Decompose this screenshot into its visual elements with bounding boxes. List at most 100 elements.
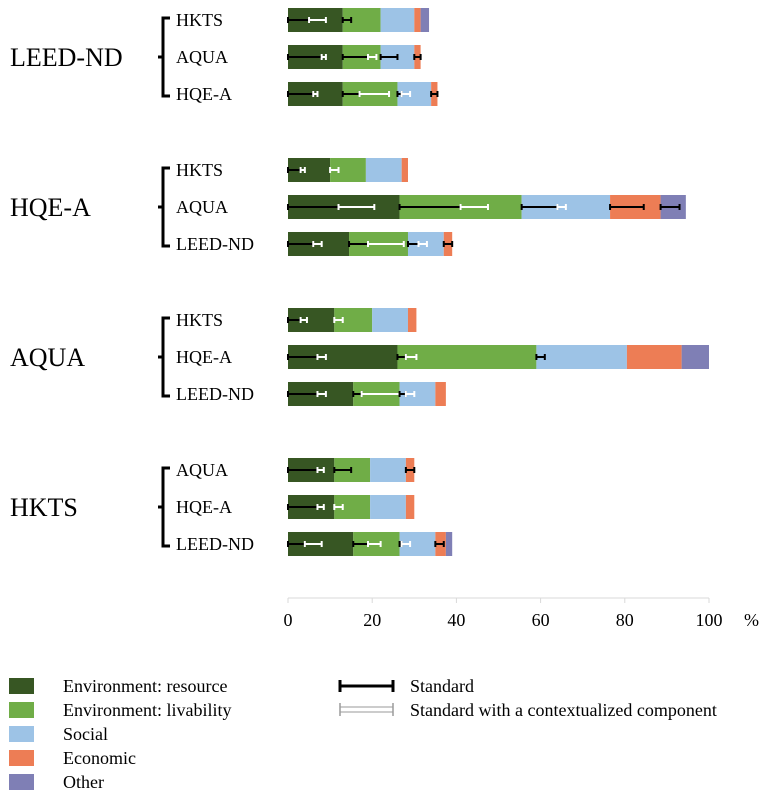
- group-hkts: HKTS AQUA HQE-A LEED-ND: [10, 458, 453, 556]
- segment-social: [536, 345, 627, 369]
- group-hqe-a: HQE-A HKTS AQUA LEED-ND: [10, 158, 686, 256]
- x-tick-label: 100: [696, 610, 723, 630]
- group-bracket: [161, 16, 170, 98]
- standard-error-bar: [609, 204, 645, 210]
- standard-error-bar: [442, 241, 454, 247]
- contextualized-error-bar: [308, 17, 327, 23]
- standard-error-bar: [434, 541, 445, 547]
- legend-swatch: [9, 702, 34, 718]
- segment-economic: [401, 158, 408, 182]
- legend: Environment: resource Environment: livabi…: [9, 676, 717, 792]
- bar-label: AQUA: [176, 460, 228, 480]
- legend-item-economic: Economic: [9, 748, 136, 768]
- segment-social: [370, 458, 406, 482]
- bar-label: LEED-ND: [176, 234, 254, 254]
- standard-error-bar: [413, 54, 422, 60]
- bar-aqua-hqe-a: HQE-A: [176, 345, 709, 369]
- standard-error-bar: [404, 467, 416, 473]
- contextualized-error-bar: [320, 54, 327, 60]
- contextualized-error-bar: [316, 467, 325, 473]
- group-aqua: AQUA HKTS HQE-A LEED-ND: [10, 308, 709, 406]
- bar-label: HKTS: [176, 310, 223, 330]
- legend-swatch: [9, 678, 34, 694]
- contextualized-error-bar: [358, 91, 391, 97]
- group-label-hqe-a: HQE-A: [10, 193, 91, 222]
- contextualized-error-bar: [366, 54, 378, 60]
- contextualized-error-bar: [316, 504, 325, 510]
- bar-hqe-a-aqua: AQUA: [176, 195, 686, 219]
- segment-other: [420, 8, 430, 32]
- x-axis: 0 20 40 60 80 100%: [284, 597, 759, 630]
- x-tick-label: 60: [532, 610, 550, 630]
- legend-label: Environment: resource: [63, 676, 227, 696]
- bar-hkts-leed-nd: LEED-ND: [176, 532, 453, 556]
- segment-economic: [414, 8, 421, 32]
- contextualized-error-bar: [404, 391, 416, 397]
- contextualized-error-bar: [556, 204, 567, 210]
- standard-error-bar: [430, 91, 439, 97]
- contextualized-error-bar: [299, 317, 308, 323]
- group-label-hkts: HKTS: [10, 493, 78, 522]
- legend-label: Other: [63, 772, 104, 792]
- segment-social: [372, 308, 408, 332]
- group-bracket: [161, 166, 170, 248]
- x-unit-label: %: [744, 610, 759, 630]
- bar-leed-nd-hqe-a: HQE-A: [176, 82, 439, 106]
- bar-label: LEED-ND: [176, 534, 254, 554]
- standard-error-bar: [659, 204, 681, 210]
- contextualized-error-bar: [329, 167, 340, 173]
- segment-social: [365, 158, 402, 182]
- bar-hqe-a-leed-nd: LEED-ND: [176, 232, 454, 256]
- contextualized-error-bar: [299, 167, 306, 173]
- segment-economic: [407, 308, 417, 332]
- x-tick-label: 0: [284, 610, 293, 630]
- group-leed-nd: LEED-ND HKTS AQUA HQE-A: [10, 8, 439, 106]
- contextualized-error-bar: [337, 204, 376, 210]
- legend-swatch: [9, 726, 34, 742]
- legend-label: Environment: livability: [63, 700, 231, 720]
- group-label-leed-nd: LEED-ND: [10, 43, 123, 72]
- legend-swatch: [9, 774, 34, 790]
- bar-label: AQUA: [176, 197, 228, 217]
- bar-hkts-hqe-a: HQE-A: [176, 495, 415, 519]
- group-bracket: [161, 316, 170, 398]
- plot-area: LEED-NDHKTSAQUAHQE-AHQE-AHKTSAQUALEED-ND…: [10, 8, 709, 556]
- legend-label: Economic: [63, 748, 136, 768]
- legend-label: Social: [63, 724, 108, 744]
- legend-item-contextualized: Standard with a contextualized component: [339, 700, 717, 720]
- bar-label: HKTS: [176, 10, 223, 30]
- legend-item-environment-resource: Environment: resource: [9, 676, 227, 696]
- legend-item-standard: Standard: [338, 676, 474, 696]
- group-label-aqua: AQUA: [10, 343, 85, 372]
- contextualized-error-bar: [400, 91, 412, 97]
- contextualized-error-bar: [333, 504, 344, 510]
- bar-label: LEED-ND: [176, 384, 254, 404]
- contextualized-error-bar: [333, 317, 344, 323]
- bar-leed-nd-aqua: AQUA: [176, 45, 422, 69]
- contextualized-error-bar: [366, 541, 382, 547]
- contextualized-error-bar: [404, 354, 418, 360]
- bar-aqua-leed-nd: LEED-ND: [176, 382, 446, 406]
- contextualized-error-bar: [400, 541, 412, 547]
- segment-environment-livability: [397, 345, 537, 369]
- segment-economic: [435, 382, 446, 406]
- segment-economic: [626, 345, 682, 369]
- segment-social: [370, 495, 406, 519]
- x-tick-label: 40: [447, 610, 465, 630]
- standard-error-bar: [535, 354, 546, 360]
- bar-leed-nd-hkts: HKTS: [176, 8, 430, 32]
- bar-hkts-aqua: AQUA: [176, 458, 416, 482]
- contextualized-error-bar: [316, 354, 327, 360]
- contextualized-error-bar: [312, 241, 323, 247]
- legend-item-other: Other: [9, 772, 104, 792]
- standard-error-bar: [341, 17, 353, 23]
- standard-error-bar: [333, 467, 353, 473]
- contextualized-error-bar: [303, 541, 323, 547]
- contextualized-error-bar: [316, 391, 327, 397]
- segment-other: [681, 345, 709, 369]
- bar-hqe-a-hkts: HKTS: [176, 158, 408, 182]
- bar-aqua-hkts: HKTS: [176, 308, 417, 332]
- legend-swatch: [9, 750, 34, 766]
- segment-other: [445, 532, 453, 556]
